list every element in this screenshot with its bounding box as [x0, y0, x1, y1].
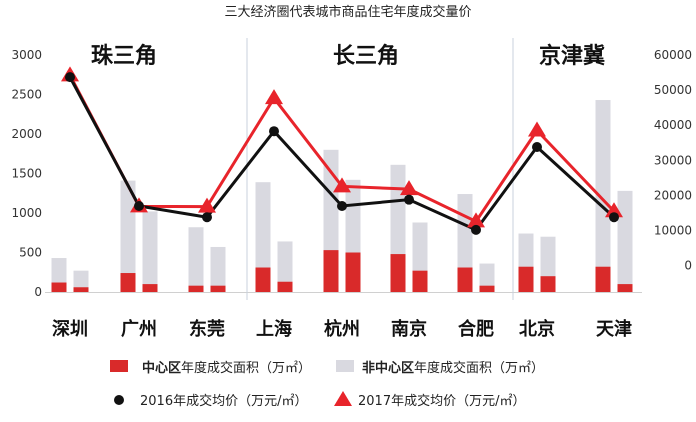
y-right-tick: 0 [684, 259, 692, 273]
bar-center [210, 285, 226, 292]
y-left-tick: 3000 [11, 48, 42, 62]
bar-center [457, 267, 473, 292]
x-tick-label: 广州 [121, 318, 157, 340]
x-tick-label: 天津 [596, 318, 632, 340]
legend-label-2016: 2016年成交均价（万元/㎡） [140, 393, 307, 409]
bar-center [518, 266, 534, 292]
bar-center [617, 284, 633, 292]
marker-2017 [528, 121, 546, 137]
y-left-tick: 1000 [11, 206, 42, 220]
marker-2016 [532, 141, 542, 152]
x-tick-label: 东莞 [189, 318, 225, 340]
marker-2017 [265, 89, 283, 105]
y-right-tick: 30000 [654, 153, 692, 167]
legend-label-2017: 2017年成交均价（万元/㎡） [358, 393, 525, 409]
legend-swatch-non-center [336, 360, 354, 372]
bar-center [323, 250, 339, 292]
bar-center [479, 285, 495, 292]
bar-non-center [120, 180, 136, 292]
y-right-tick: 20000 [654, 188, 692, 202]
bar-center [255, 267, 271, 292]
x-tick-label: 深圳 [52, 318, 88, 340]
marker-2017 [198, 197, 216, 213]
axes: 0500100015002000250030000100002000030000… [11, 38, 692, 300]
bar-center [540, 276, 556, 292]
legend-label-center: 中心区年度成交面积（万㎡） [142, 360, 311, 376]
x-tick-label: 南京 [391, 318, 427, 340]
bar-non-center [73, 270, 89, 292]
y-left-tick: 0 [34, 285, 42, 299]
marker-2017 [605, 202, 623, 218]
bar-non-center [188, 227, 204, 292]
marker-2017 [400, 180, 418, 196]
marker-2017 [333, 177, 351, 193]
marker-2016 [609, 212, 619, 223]
lines [61, 66, 623, 235]
bar-center [73, 287, 89, 292]
bar-center [188, 285, 204, 292]
legend-label-non-center: 非中心区年度成交面积（万㎡） [362, 360, 544, 376]
y-right-tick: 40000 [654, 118, 692, 132]
marker-2016 [134, 200, 144, 211]
y-left-tick: 1500 [11, 167, 42, 181]
marker-2016 [337, 200, 347, 211]
bar-non-center [595, 100, 611, 292]
legend: 中心区年度成交面积（万㎡） 非中心区年度成交面积（万㎡） 2016年成交均价（万元/… [110, 360, 544, 409]
region-label: 珠三角 [91, 43, 157, 69]
bar-non-center [255, 182, 271, 292]
marker-2016 [65, 72, 75, 83]
marker-2016 [269, 126, 279, 137]
y-right-tick: 10000 [654, 224, 692, 238]
y-left-tick: 2000 [11, 127, 42, 141]
y-right-tick: 60000 [654, 48, 692, 62]
legend-marker-2017 [334, 391, 352, 406]
x-tick-label: 杭州 [324, 318, 360, 340]
bar-center [120, 273, 136, 292]
y-left-tick: 2500 [11, 88, 42, 102]
marker-2017 [467, 212, 485, 228]
bar-non-center [479, 263, 495, 292]
bar-non-center [277, 241, 293, 292]
legend-marker-2016 [114, 395, 124, 405]
region-label: 长三角 [333, 43, 399, 69]
bar-non-center [617, 190, 633, 292]
region-label: 京津冀 [539, 43, 605, 69]
bar-center [51, 282, 67, 292]
bar-center [390, 254, 406, 292]
y-left-tick: 500 [19, 246, 42, 260]
x-tick-label: 北京 [519, 318, 555, 340]
marker-2016 [202, 212, 212, 223]
chart-title: 三大经济圈代表城市商品住宅年度成交量价 [224, 4, 471, 20]
x-tick-label: 合肥 [458, 318, 494, 340]
bar-center [277, 281, 293, 292]
bar-center [412, 270, 428, 292]
marker-2016 [471, 224, 481, 235]
marker-2016 [404, 194, 414, 205]
bars [51, 100, 633, 292]
bar-center [142, 284, 158, 292]
legend-swatch-center [110, 360, 128, 372]
x-tick-label: 上海 [256, 318, 292, 340]
bar-center [595, 266, 611, 292]
bar-non-center [210, 246, 226, 292]
bar-center [345, 252, 361, 292]
y-right-tick: 50000 [654, 83, 692, 97]
bar-non-center [142, 211, 158, 292]
